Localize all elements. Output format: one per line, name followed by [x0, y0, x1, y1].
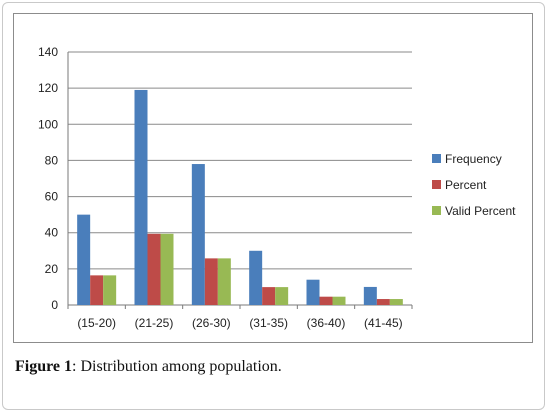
y-tick-label: 120 — [38, 81, 58, 95]
bar-valid-percent — [160, 233, 174, 305]
bar-percent — [147, 233, 161, 305]
y-tick-label: 80 — [45, 153, 59, 167]
y-tick-label: 20 — [45, 262, 59, 276]
bar-percent — [204, 258, 218, 305]
caption-text: : Distribution among population. — [72, 358, 282, 375]
figure-frame: 0 20 40 60 80 100 120 140 (15-20) (21-25) (26-30) (… — [2, 2, 545, 410]
legend-label: Frequency — [445, 152, 502, 166]
legend-label: Percent — [445, 178, 487, 192]
caption-label: Figure 1 — [15, 358, 73, 375]
bar-frequency — [134, 89, 148, 305]
figure-caption: Figure 1: Distribution among population. — [15, 358, 282, 376]
bar-percent — [90, 275, 104, 305]
legend-label: Valid Percent — [445, 204, 516, 218]
y-tick-label: 100 — [38, 117, 58, 131]
y-tick-label: 0 — [51, 298, 58, 312]
bar-percent — [262, 287, 276, 305]
x-tick-label: (41-45) — [364, 316, 403, 330]
x-tick-label: (36-40) — [307, 316, 346, 330]
x-tick-label: (26-30) — [192, 316, 231, 330]
legend-swatch — [432, 206, 441, 215]
bar-valid-percent — [332, 296, 346, 305]
bar-frequency — [77, 214, 91, 305]
x-tick-label: (15-20) — [77, 316, 116, 330]
x-tick-label: (21-25) — [135, 316, 174, 330]
y-tick-label: 40 — [45, 226, 59, 240]
bar-frequency — [363, 286, 377, 305]
bar-valid-percent — [217, 258, 231, 305]
y-tick-label: 140 — [38, 45, 58, 59]
bar-chart: 0 20 40 60 80 100 120 140 (15-20) (21-25) (26-30) (… — [38, 45, 516, 330]
bar-frequency — [191, 164, 205, 305]
y-tick-label: 60 — [45, 190, 59, 204]
x-tick-label: (31-35) — [249, 316, 288, 330]
chart-area: 0 20 40 60 80 100 120 140 (15-20) (21-25) (26-30) (… — [13, 13, 533, 343]
legend-swatch — [432, 180, 441, 189]
legend-swatch — [432, 154, 441, 163]
bar-frequency — [249, 250, 263, 305]
bar-valid-percent — [275, 287, 289, 305]
bar-frequency — [306, 279, 320, 305]
bar-percent — [376, 299, 390, 305]
bar-valid-percent — [103, 275, 117, 305]
bar-valid-percent — [389, 299, 403, 305]
bar-percent — [319, 296, 333, 305]
